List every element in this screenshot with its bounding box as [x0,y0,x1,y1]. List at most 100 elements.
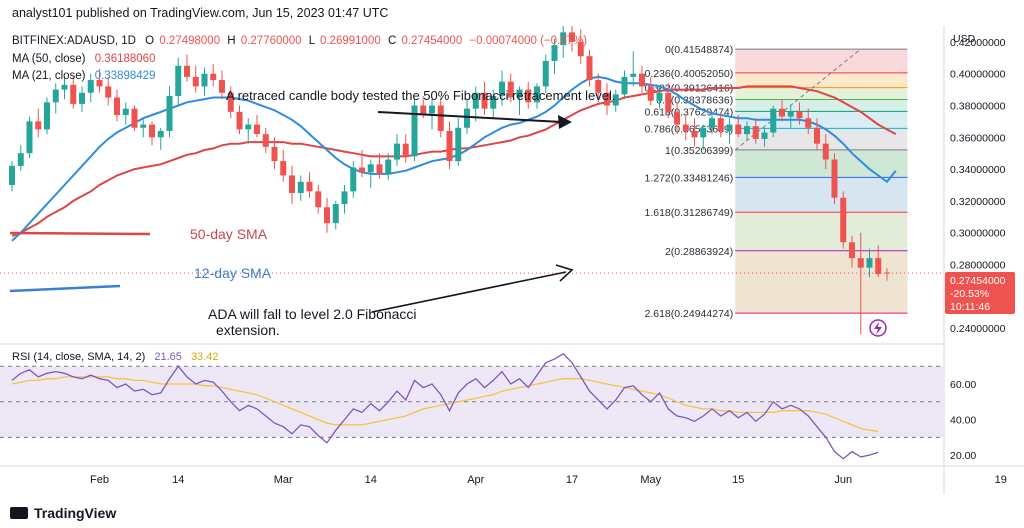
candle[interactable] [359,150,365,178]
candle[interactable] [35,108,42,138]
candle[interactable] [831,153,838,205]
candle[interactable] [595,73,602,103]
candle[interactable] [560,26,567,58]
candle[interactable] [709,111,715,135]
candle[interactable] [534,83,540,109]
candle[interactable] [402,134,409,163]
candle[interactable] [499,70,505,106]
candle[interactable] [262,127,269,154]
candle[interactable] [481,81,488,116]
candle[interactable] [656,86,663,109]
candle[interactable] [551,38,558,74]
candle[interactable] [700,124,707,151]
candle[interactable] [140,118,147,138]
rsi-pane[interactable]: 60.00 40.00 20.00 [0,352,976,462]
candle[interactable] [271,137,278,170]
candle[interactable] [805,108,812,135]
candle[interactable] [87,73,94,103]
annotations[interactable]: A retraced candle body tested the 50% Fi… [9,88,616,338]
candle[interactable] [61,76,68,100]
annotation-bottom-line1[interactable]: ADA will fall to level 2.0 Fibonacci [208,306,417,322]
candle[interactable] [507,73,514,103]
candle[interactable] [787,105,794,128]
candle[interactable] [577,29,584,65]
ma50-line[interactable] [11,85,897,237]
candle[interactable] [840,191,847,249]
candle[interactable] [682,115,689,141]
annotation-12day-sma[interactable]: 12-day SMA [194,265,272,281]
candle[interactable] [674,102,680,135]
candle[interactable] [9,161,15,192]
candlesticks[interactable] [9,26,890,335]
candle[interactable] [44,97,50,135]
candle[interactable] [297,175,304,201]
arrow-top[interactable] [377,111,572,129]
candle[interactable] [236,105,243,135]
candle[interactable] [525,81,532,109]
candle[interactable] [254,115,260,138]
candle[interactable] [717,111,724,138]
candle[interactable] [437,97,444,138]
candle[interactable] [796,102,803,125]
candle[interactable] [779,99,785,122]
candle[interactable] [542,54,549,93]
candle[interactable] [822,134,829,170]
candle[interactable] [350,161,357,198]
ma21-line[interactable] [11,75,897,242]
candle[interactable] [814,118,820,151]
candle[interactable] [726,118,733,144]
candle[interactable] [341,185,348,214]
candle[interactable] [184,54,190,82]
candle[interactable] [26,116,33,158]
candle[interactable] [884,268,890,281]
candle[interactable] [761,127,768,147]
candle[interactable] [875,245,882,278]
candle[interactable] [647,76,654,106]
candle[interactable] [849,235,855,268]
candle[interactable] [665,83,672,119]
current-price-badge[interactable]: 0.27454000 -20.53% 10:11:46 [945,272,1015,314]
chart-canvas[interactable]: 0(0.41548874) 0.236(0.40052050) 0.382(0.39… [0,26,1024,498]
arrow-bottom[interactable] [371,264,574,313]
candle[interactable] [122,102,129,125]
lightning-icon[interactable] [869,319,887,337]
candle[interactable] [175,57,182,106]
candle[interactable] [157,127,164,151]
price-axis[interactable]: 0.42000000 0.40000000 0.38000000 0.36000000… [0,37,1006,335]
candle[interactable] [289,165,295,205]
symbol-label[interactable]: BITFINEX:ADAUSD, 1D [12,35,136,47]
candle[interactable] [17,145,24,171]
annotation-50day-sma[interactable]: 50-day SMA [190,226,268,242]
candle[interactable] [639,65,645,93]
candle[interactable] [219,70,225,100]
candle[interactable] [105,76,112,106]
candle[interactable] [586,49,593,87]
tradingview-logo[interactable]: TradingView [10,505,116,521]
candle[interactable] [385,153,392,181]
candle[interactable] [324,197,330,233]
candle[interactable] [79,86,85,112]
candle[interactable] [166,86,173,138]
candle[interactable] [446,121,453,170]
candle[interactable] [96,68,103,93]
rsi-sma-line[interactable] [11,376,879,432]
candle[interactable] [227,86,234,119]
candle[interactable] [306,172,313,198]
candle[interactable] [114,89,120,122]
candle[interactable] [866,248,873,278]
annotation-bottom-line2[interactable]: extension. [216,322,280,338]
candle[interactable] [280,150,287,182]
rsi-line[interactable] [11,352,879,460]
candle[interactable] [192,65,199,93]
candle[interactable] [210,64,217,87]
candle[interactable] [315,185,322,214]
candle[interactable] [472,86,479,122]
candle[interactable] [630,51,637,87]
candle[interactable] [604,83,610,116]
candle[interactable] [367,159,374,189]
time-axis[interactable]: Feb 14 Mar 14 Apr 17 May 15 Jun 19 [90,474,1007,486]
candle[interactable] [52,83,59,114]
candle[interactable] [490,89,497,119]
candle[interactable] [376,153,383,179]
candle[interactable] [857,232,864,335]
